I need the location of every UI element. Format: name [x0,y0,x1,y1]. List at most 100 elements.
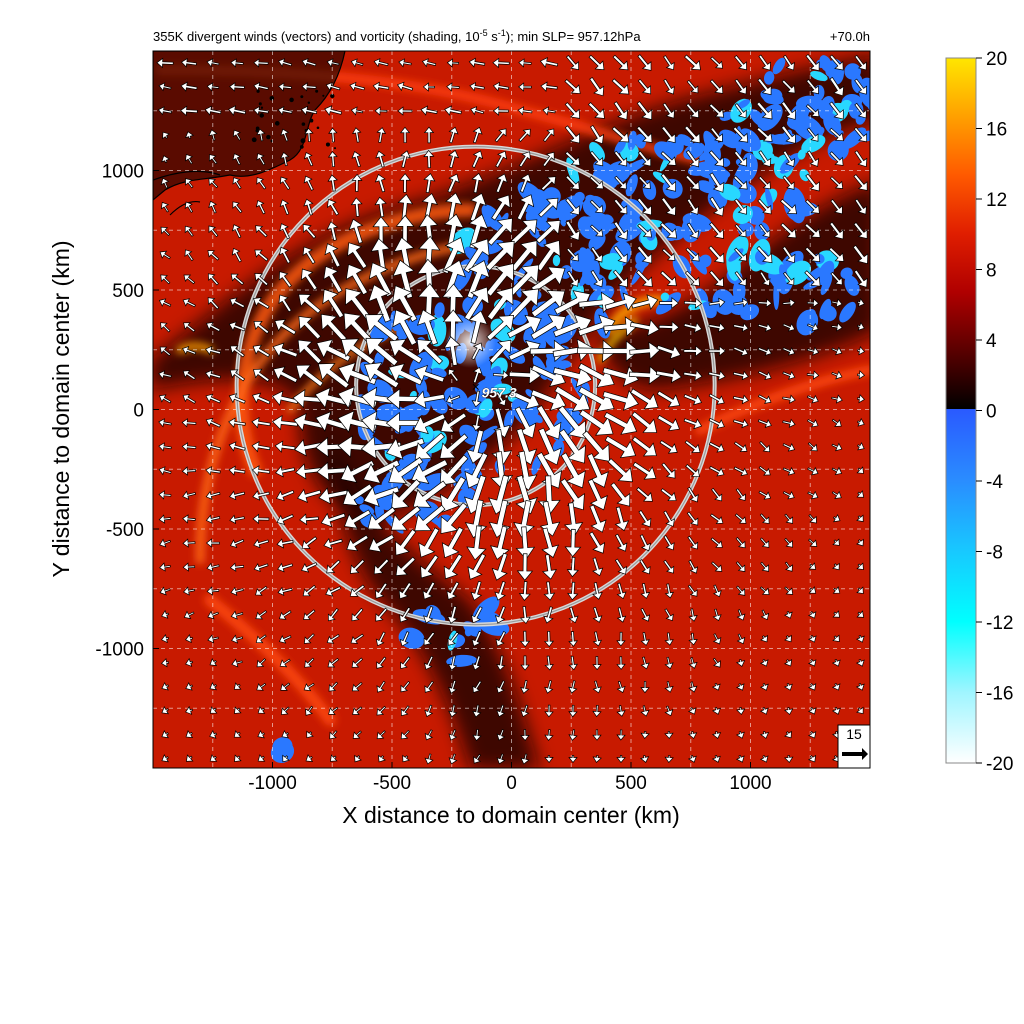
wind-vector [712,608,722,622]
wind-vector [759,755,769,763]
wind-vector [856,490,865,498]
wind-vector [709,222,724,239]
wind-vector [302,246,316,265]
wind-vector [611,126,630,143]
wind-vector [592,631,602,647]
wind-vector [304,127,314,143]
wind-vector [420,554,439,579]
wind-vector [807,707,817,715]
wind-vector [664,755,674,764]
wind-vector [660,270,677,287]
wind-vector [161,155,171,164]
wind-vector [613,150,628,167]
wind-vector [784,513,794,524]
wind-vector [206,82,220,92]
wind-vector [205,393,221,404]
wind-vector [733,466,748,477]
wind-vector [757,347,772,356]
x-tick-label: 1000 [729,773,771,794]
wind-vector [782,246,796,264]
wind-vector [205,514,221,524]
wind-vector [687,707,697,715]
wind-vector [564,78,581,94]
wind-vector [734,198,748,215]
wind-vector [734,271,747,287]
wind-vector [509,288,539,320]
wind-vector [783,611,793,619]
eyewall-glow [444,316,496,368]
wind-vector [565,55,580,71]
wind-vector [209,729,217,739]
colorbar-tick-label: 0 [986,402,997,423]
wind-vector [616,755,626,764]
wind-vector [805,53,820,72]
wind-vector [185,178,194,189]
wind-vector [657,414,680,432]
wind-vector [209,681,217,691]
x-tick-label: -1000 [248,773,297,794]
island [307,101,311,104]
wind-vector [853,174,868,191]
wind-vector [184,131,195,140]
wind-vector [507,314,542,339]
wind-vector [686,222,700,239]
wind-vector [400,680,411,693]
y-tick-label: 0 [133,401,144,422]
wind-vector [734,78,747,95]
wind-vector [388,363,423,386]
wind-vector [664,608,674,622]
wind-vector [228,393,246,404]
negative-vorticity-blob [812,126,825,138]
wind-vector [180,81,198,92]
wind-vector [757,198,772,215]
wind-vector [636,269,653,288]
wind-vector [759,586,770,595]
wind-vector [207,273,219,286]
wind-vector [473,753,482,764]
negative-vorticity-blob [552,254,561,267]
wind-vector [564,102,580,119]
reference-vector-label: 15 [846,726,862,742]
wind-vector [543,606,554,624]
wind-vector [639,534,652,552]
wind-vector [711,561,723,572]
wind-vector [759,659,769,667]
wind-vector [303,609,316,620]
wind-vector [255,200,266,215]
negative-vorticity-blob [434,302,445,318]
wind-vector [854,78,867,95]
wind-vector [350,106,364,116]
wind-vector [712,657,721,668]
wind-vector [711,731,722,739]
wind-vector [782,370,796,380]
wind-vector [208,225,219,238]
x-axis-label: X distance to domain center (km) [342,802,679,828]
wind-vector [232,129,242,141]
wind-vector [686,79,699,94]
wind-vector [544,704,554,718]
negative-vorticity-blob [478,398,493,418]
wind-vector [733,150,747,167]
wind-vector [496,753,506,765]
wind-vector [640,656,650,670]
wind-vector [375,582,388,599]
wind-vector [256,153,266,166]
wind-vector [589,504,607,533]
wind-vector [423,149,435,169]
wind-vector [806,298,820,308]
wind-vector [856,321,865,331]
wind-vector [708,150,725,167]
wind-vector [472,366,483,384]
wind-vector [759,730,770,739]
wind-vector [229,297,245,309]
wind-vector [351,151,362,168]
wind-vector [683,393,703,406]
wind-vector [544,755,554,764]
wind-vector [807,635,817,643]
wind-vector [278,610,292,620]
wind-vector [399,606,411,623]
wind-vector [568,729,578,741]
wind-vector [496,655,506,671]
wind-vector [564,528,582,558]
wind-vector [784,561,793,572]
